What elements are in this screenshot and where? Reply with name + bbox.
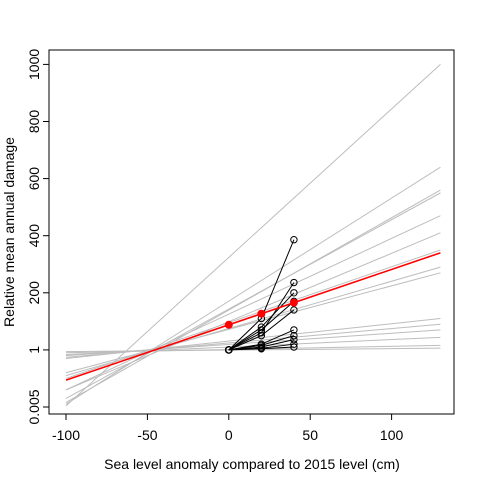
trend-line: [65, 272, 441, 374]
mean-point: [257, 309, 266, 318]
observation-line: [228, 309, 295, 351]
observation-point: [290, 278, 298, 287]
y-tick-label: 1: [26, 346, 42, 354]
mean-trend-line: [65, 252, 441, 381]
observation-point: [290, 306, 298, 314]
x-tick-label: -100: [52, 427, 80, 443]
trend-line: [65, 266, 441, 377]
trend-line: [65, 232, 441, 391]
observation-lines: [225, 235, 298, 354]
observation-point: [290, 343, 298, 351]
y-tick-label: 200: [26, 281, 42, 305]
y-tick-label: 600: [26, 167, 42, 191]
observation-point: [290, 235, 298, 244]
trend-line: [65, 215, 441, 391]
observation-point: [257, 326, 266, 334]
y-axis-title: Relative mean annual damage: [1, 137, 17, 327]
observation-point: [257, 345, 266, 353]
trend-line: [65, 347, 441, 353]
mean-line: [65, 252, 441, 381]
y-tick-label: 800: [26, 110, 42, 134]
y-tick-label: 1000: [26, 49, 42, 80]
observation-line: [228, 346, 294, 351]
trend-lines: [65, 64, 441, 407]
x-tick-label: 0: [225, 427, 233, 443]
observation-point: [290, 289, 298, 297]
x-tick-label: 100: [380, 427, 404, 443]
y-tick-label: 400: [26, 224, 42, 248]
x-tick-label: 50: [302, 427, 318, 443]
observation-point: [225, 346, 233, 354]
plot-frame: [48, 49, 455, 415]
mean-point: [224, 320, 233, 329]
observation-line: [228, 300, 295, 351]
x-tick-label: -50: [137, 427, 157, 443]
observation-point: [290, 331, 298, 340]
trend-line: [65, 192, 441, 399]
trend-line: [65, 166, 441, 405]
trend-line: [65, 64, 441, 407]
observation-point: [257, 331, 266, 340]
observation-line: [228, 239, 295, 351]
x-axis-title: Sea level anomaly compared to 2015 level…: [104, 456, 400, 472]
y-axis: 0.005 1 200 400 600 800 1000: [26, 49, 49, 425]
observation-point: [290, 335, 298, 344]
x-axis: -100 -50 0 50 100: [52, 414, 404, 443]
observation-point: [290, 326, 298, 334]
y-tick-label: 0.005: [26, 389, 42, 424]
mean-point: [289, 298, 298, 307]
trend-line: [65, 189, 441, 403]
